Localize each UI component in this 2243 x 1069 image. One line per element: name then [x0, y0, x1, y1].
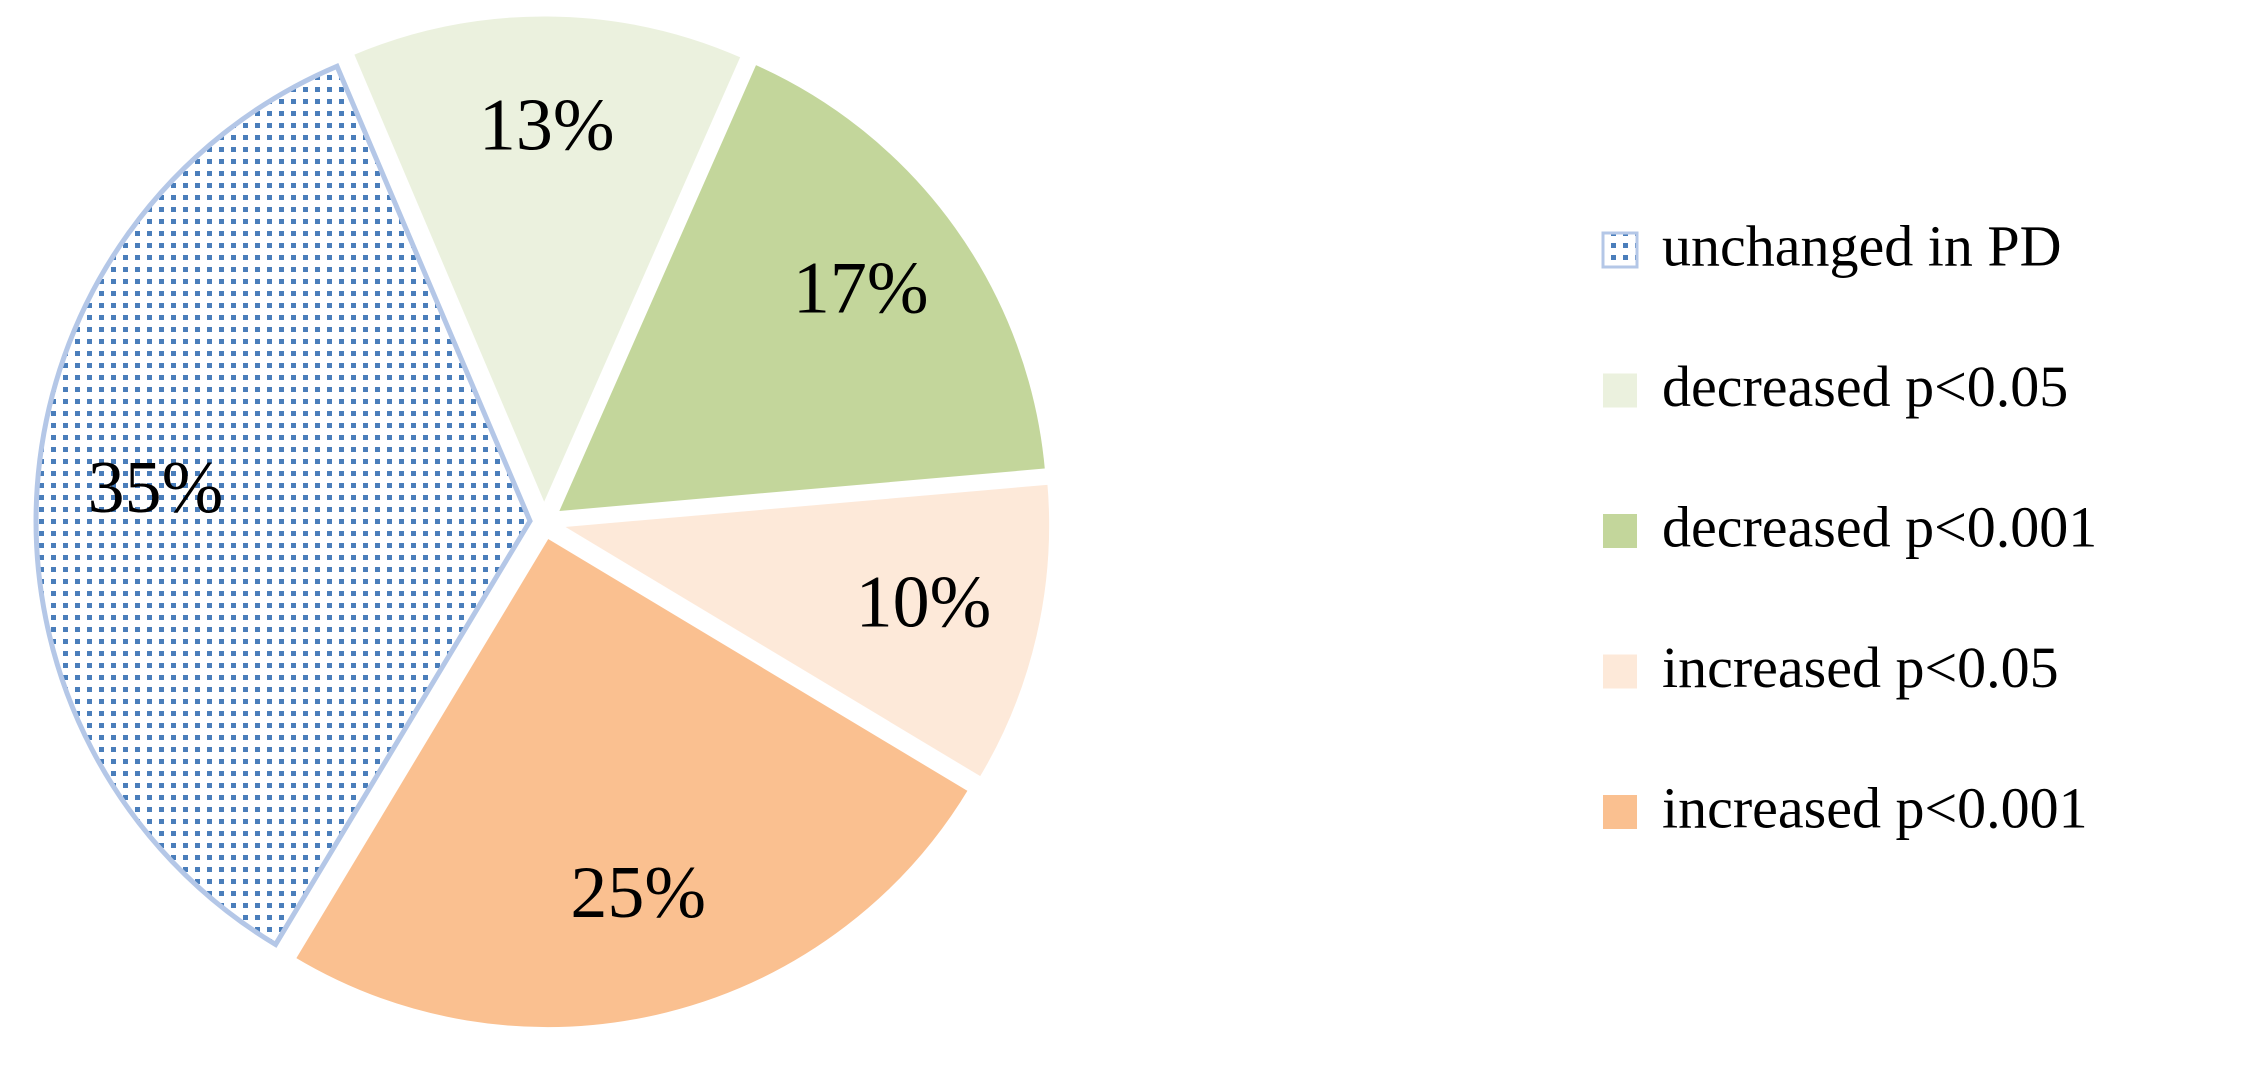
- legend-label: increased p<0.05: [1662, 635, 2059, 700]
- legend-label: increased p<0.001: [1662, 775, 2088, 840]
- pie-slice: [551, 58, 1051, 517]
- value-label: 13%: [479, 85, 615, 167]
- legend-swatch: [1603, 654, 1637, 689]
- legend-swatch: [1603, 795, 1637, 829]
- legend-label: decreased p<0.001: [1662, 494, 2097, 559]
- pie-slice: [289, 532, 975, 1033]
- legend-swatch: [1603, 514, 1637, 548]
- legend-swatch: [1603, 373, 1637, 408]
- legend-label: decreased p<0.05: [1662, 354, 2068, 419]
- pie-slice: [347, 11, 747, 515]
- value-label: 10%: [856, 562, 992, 644]
- legend-swatch: [1601, 231, 1639, 269]
- value-label: 17%: [793, 247, 929, 329]
- pie-slice: [33, 63, 533, 948]
- legend-label: unchanged in PD: [1662, 213, 2062, 278]
- value-label: 35%: [88, 447, 224, 529]
- value-label: 25%: [570, 852, 706, 934]
- pie-slice: [549, 479, 1055, 784]
